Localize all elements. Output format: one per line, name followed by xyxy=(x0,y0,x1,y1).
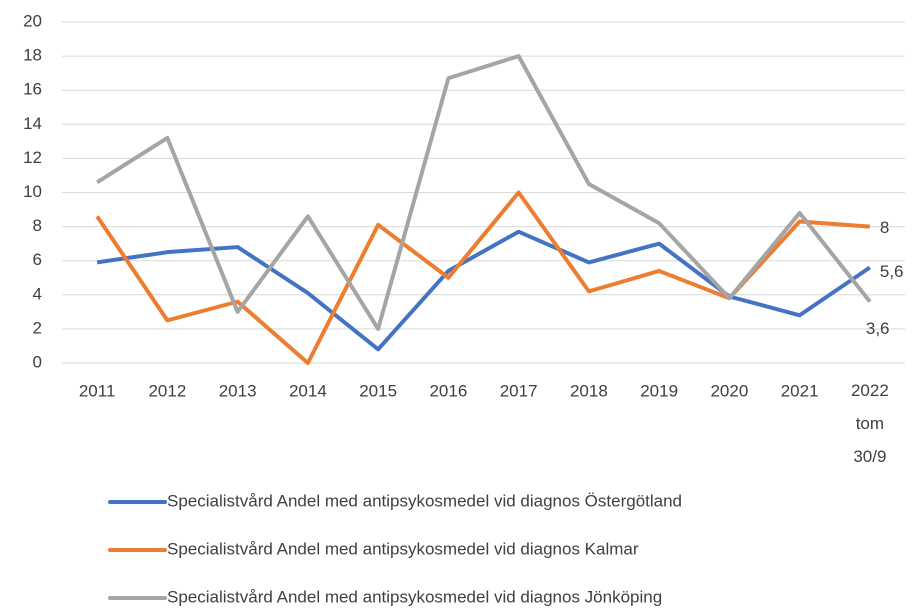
data-label: 3,6 xyxy=(866,319,890,338)
series-line xyxy=(95,190,871,365)
x-tick-label: 2011 xyxy=(79,381,116,400)
x-tick-label: 2016 xyxy=(429,381,467,400)
data-label: 8 xyxy=(880,218,889,237)
x-tick-label: 2015 xyxy=(359,381,397,400)
legend-label: Specialistvård Andel med antipsykosmedel… xyxy=(167,491,682,510)
x-tick-label: 2018 xyxy=(570,381,608,400)
x-tick-label: 2014 xyxy=(289,381,327,400)
x-tick-label: 2012 xyxy=(148,381,186,400)
x-tick-label: 2022 tom 30/9 xyxy=(851,381,889,466)
x-tick-label: 2017 xyxy=(500,381,538,400)
y-tick-label: 18 xyxy=(23,46,42,65)
x-tick-label: 2021 xyxy=(781,381,819,400)
legend-label: Specialistvård Andel med antipsykosmedel… xyxy=(167,587,662,606)
x-tick-label: 2013 xyxy=(219,381,257,400)
series-line xyxy=(96,54,872,331)
y-tick-label: 2 xyxy=(33,318,42,337)
y-tick-label: 20 xyxy=(23,11,42,30)
y-tick-label: 12 xyxy=(23,148,42,167)
data-label: 5,6 xyxy=(880,262,904,281)
legend-label: Specialistvård Andel med antipsykosmedel… xyxy=(167,539,639,558)
y-tick-label: 14 xyxy=(23,114,42,133)
y-tick-label: 0 xyxy=(33,352,42,371)
x-tick-label: 2019 xyxy=(640,381,678,400)
y-tick-label: 10 xyxy=(23,182,42,201)
x-tick-label: 2020 xyxy=(710,381,748,400)
y-tick-label: 6 xyxy=(33,250,42,269)
y-tick-label: 8 xyxy=(33,216,42,235)
y-tick-label: 4 xyxy=(33,284,42,303)
series-line xyxy=(96,229,871,352)
y-tick-label: 16 xyxy=(23,80,42,99)
